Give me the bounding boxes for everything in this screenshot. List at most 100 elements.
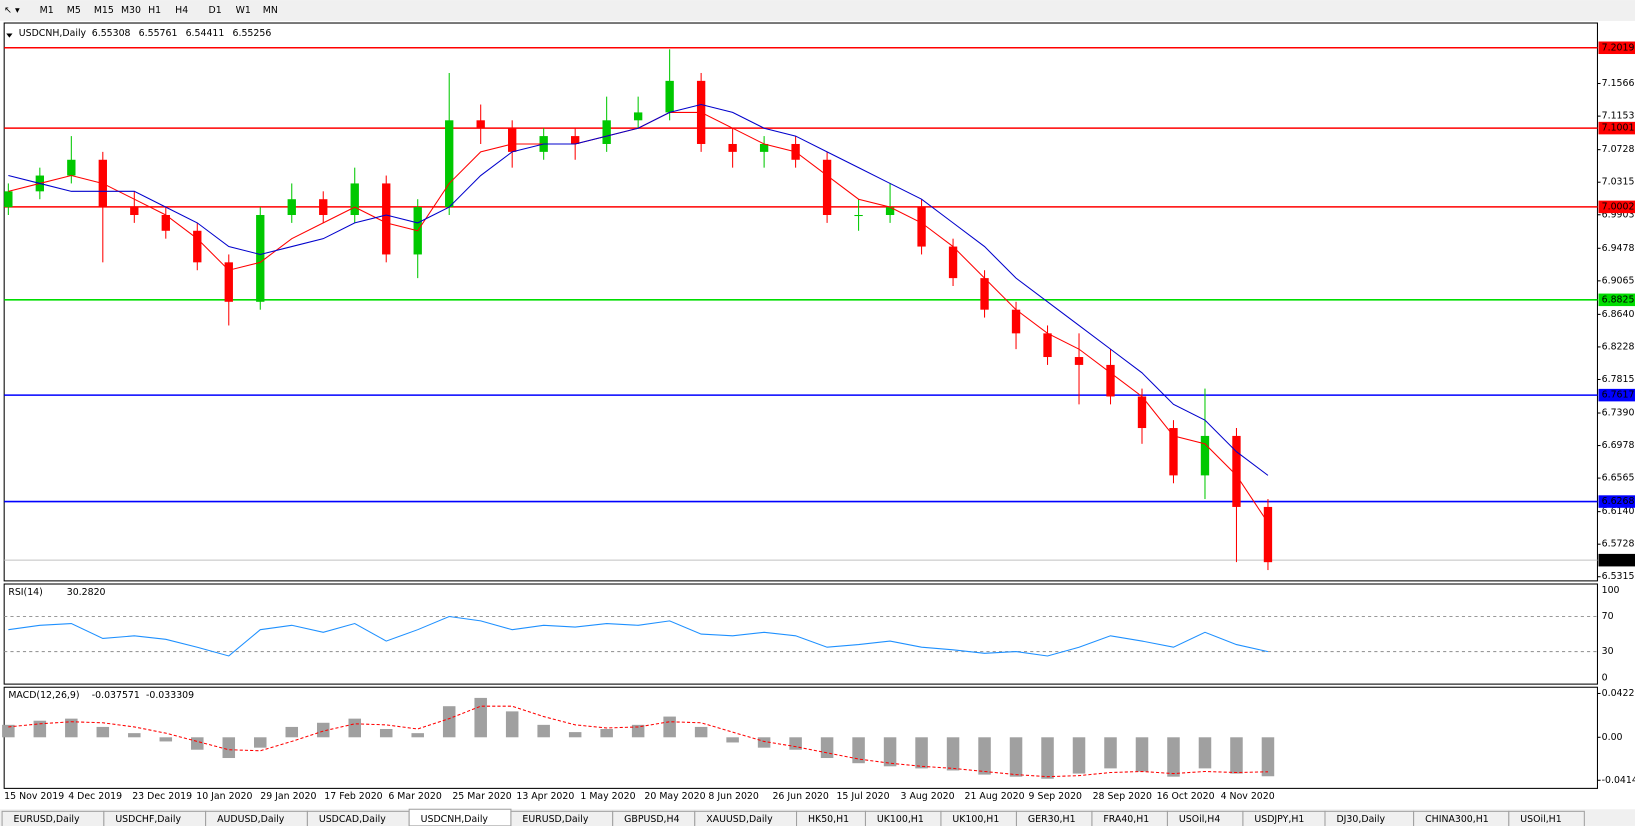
macd-bar bbox=[726, 737, 739, 743]
tab-label: USDJPY,H1 bbox=[1254, 814, 1304, 825]
timeframe-label: M30 bbox=[121, 5, 141, 16]
macd-bar bbox=[96, 726, 110, 738]
macd-bar bbox=[65, 718, 78, 738]
macd-bar bbox=[537, 724, 550, 738]
macd-bar bbox=[442, 706, 456, 738]
candle-body bbox=[287, 199, 296, 215]
candle-body bbox=[854, 214, 863, 217]
level-label: 6.76171 bbox=[1602, 390, 1635, 401]
macd-bar bbox=[1009, 737, 1023, 777]
macd-bar bbox=[474, 697, 487, 738]
y-tick-label: 6.94780 bbox=[1602, 243, 1635, 254]
candle-body bbox=[1106, 364, 1115, 397]
tab-label: HK50,H1 bbox=[808, 814, 849, 825]
tab-label: UK100,H1 bbox=[877, 814, 924, 825]
y-tick-label: 7.11530 bbox=[1602, 111, 1635, 122]
candle-body bbox=[1137, 396, 1147, 429]
y-tick-label: 7.15665 bbox=[1602, 78, 1635, 89]
macd-bar bbox=[159, 737, 173, 742]
x-tick-label: 8 Jun 2020 bbox=[708, 791, 758, 802]
timeframe-button[interactable] bbox=[229, 2, 255, 18]
y-tick-label: 6.99030 bbox=[1602, 209, 1635, 220]
macd-bar bbox=[978, 737, 991, 775]
x-tick-label: 25 Mar 2020 bbox=[452, 791, 511, 802]
level-label: 6.62682 bbox=[1602, 496, 1635, 507]
x-tick-label: 28 Sep 2020 bbox=[1093, 791, 1152, 802]
timeframe-button[interactable] bbox=[256, 2, 282, 18]
macd-bar bbox=[191, 737, 204, 750]
level-label-box bbox=[1598, 200, 1635, 214]
y-tick-label: 6.57280 bbox=[1602, 539, 1635, 550]
level-label: 7.10011 bbox=[1602, 123, 1635, 134]
timeframe-button[interactable] bbox=[60, 2, 86, 18]
tab-label: DJ30,Daily bbox=[1336, 814, 1385, 825]
tab-label: USDCHF,Daily bbox=[115, 814, 181, 825]
candle-body bbox=[67, 159, 76, 176]
x-tick-label: 17 Feb 2020 bbox=[324, 791, 382, 802]
level-label-box bbox=[1598, 41, 1635, 55]
timeframe-button[interactable] bbox=[33, 2, 59, 18]
candle-body bbox=[382, 183, 391, 255]
candle-body bbox=[602, 120, 611, 144]
header-ohlc: 6.55761 bbox=[139, 28, 178, 39]
candle-body bbox=[885, 207, 895, 215]
macd-tick-label: 0.042275 bbox=[1602, 688, 1635, 699]
tab-label: GER30,H1 bbox=[1028, 814, 1076, 825]
header-arrow bbox=[6, 33, 13, 38]
candle-body bbox=[1200, 435, 1210, 476]
level-label-box bbox=[1598, 495, 1635, 508]
rsi-line bbox=[8, 616, 1269, 657]
x-tick-label: 4 Nov 2020 bbox=[1221, 791, 1275, 802]
tab-label: EURUSD,Daily bbox=[522, 814, 588, 825]
y-tick-label: 6.61405 bbox=[1602, 506, 1635, 517]
macd-tick-label: -0.04148 bbox=[1602, 775, 1635, 786]
toolbar-icon: ↖ ▾ bbox=[4, 5, 20, 16]
rsi-value: 30.2820 bbox=[67, 587, 106, 598]
macd-bar bbox=[789, 737, 802, 750]
macd-bar bbox=[222, 737, 236, 759]
macd-bar bbox=[1041, 737, 1054, 779]
rsi-tick-label: 30 bbox=[1602, 646, 1614, 657]
level-label-box bbox=[1598, 388, 1635, 402]
timeframe-label: D1 bbox=[209, 5, 222, 16]
macd-bar bbox=[254, 737, 267, 748]
macd-bar bbox=[1230, 737, 1243, 774]
level-label: 7.20193 bbox=[1602, 42, 1635, 53]
macd-bar bbox=[757, 737, 771, 748]
macd-bar bbox=[663, 716, 676, 738]
macd-bar bbox=[348, 718, 361, 738]
candle-body bbox=[1011, 309, 1021, 334]
timeframe-label: MN bbox=[263, 5, 278, 16]
tab-label: USDCNH,Daily bbox=[421, 814, 489, 825]
candle-body bbox=[822, 159, 832, 215]
x-tick-label: 21 Aug 2020 bbox=[965, 791, 1025, 802]
macd-bar bbox=[568, 732, 582, 738]
timeframe-button[interactable] bbox=[114, 2, 140, 18]
candle-body bbox=[1232, 435, 1241, 507]
candle-body bbox=[917, 207, 926, 247]
tab-label: AUDUSD,Daily bbox=[217, 814, 285, 825]
x-tick-label: 15 Jul 2020 bbox=[836, 791, 889, 802]
rsi-pane bbox=[3, 583, 1598, 685]
macd-bar bbox=[1072, 737, 1086, 774]
macd-bar bbox=[505, 711, 519, 738]
level-label: 6.88250 bbox=[1602, 294, 1635, 305]
tab-label: XAUUSD,Daily bbox=[706, 814, 773, 825]
tab-label: USOil,H4 bbox=[1179, 814, 1220, 825]
x-tick-label: 6 Mar 2020 bbox=[388, 791, 442, 802]
macd-value: -0.033309 bbox=[146, 690, 194, 701]
timeframe-button[interactable] bbox=[87, 2, 113, 18]
macd-value: -0.037571 bbox=[92, 690, 140, 701]
timeframe-label: M1 bbox=[40, 5, 54, 16]
rsi-title: RSI(14) bbox=[8, 587, 42, 598]
y-tick-label: 7.07280 bbox=[1602, 144, 1635, 155]
macd-bar bbox=[1167, 737, 1180, 777]
y-tick-label: 6.69780 bbox=[1602, 440, 1635, 451]
timeframe-button[interactable] bbox=[168, 2, 194, 18]
tab-label: CHINA300,H1 bbox=[1425, 814, 1489, 825]
candle-body bbox=[256, 214, 265, 302]
timeframe-button[interactable] bbox=[202, 2, 228, 18]
timeframe-button[interactable] bbox=[141, 2, 167, 18]
macd-bar bbox=[1198, 737, 1212, 769]
y-tick-label: 6.73905 bbox=[1602, 408, 1635, 419]
